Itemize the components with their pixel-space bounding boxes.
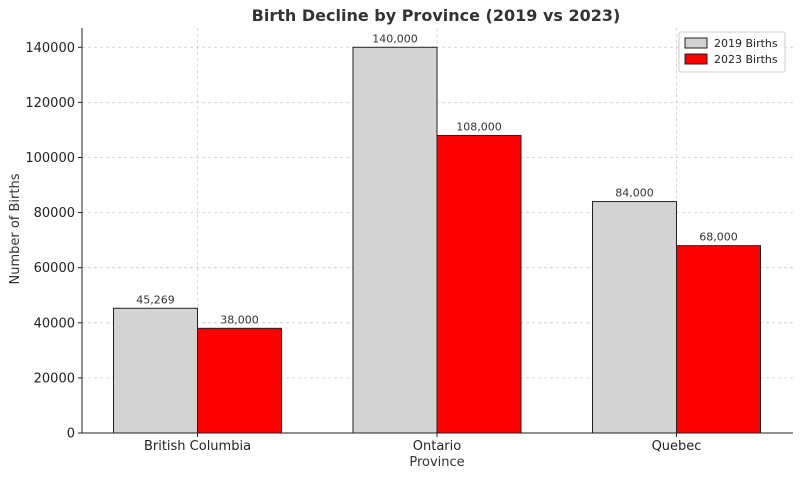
y-tick-label: 80000 bbox=[34, 206, 75, 221]
chart-title: Birth Decline by Province (2019 vs 2023) bbox=[252, 6, 621, 25]
bar-value-label: 108,000 bbox=[456, 120, 502, 133]
bar-2019 bbox=[352, 46, 438, 434]
y-tick-label: 140000 bbox=[25, 41, 75, 56]
legend: 2019 Births 2023 Births bbox=[678, 31, 786, 73]
y-tick-label: 20000 bbox=[34, 371, 75, 386]
legend-label: 2023 Births bbox=[714, 53, 778, 66]
legend-swatch bbox=[684, 53, 708, 65]
y-tick-label: 120000 bbox=[25, 96, 75, 111]
bar-value-label: 84,000 bbox=[615, 187, 654, 200]
x-axis-label: Province bbox=[409, 455, 464, 470]
bar-value-label: 140,000 bbox=[372, 32, 418, 45]
x-tick-label: Quebec bbox=[652, 439, 702, 454]
legend-swatch bbox=[684, 37, 708, 49]
y-axis-label: Number of Births bbox=[8, 173, 23, 284]
axes bbox=[78, 28, 793, 437]
legend-label: 2019 Births bbox=[714, 37, 778, 50]
y-tick-label: 100000 bbox=[25, 151, 75, 166]
data-labels: 45,269 140,000 84,000 38,000 108,000 68,000 bbox=[136, 32, 738, 326]
y-tick-label: 0 bbox=[67, 427, 75, 442]
y-tick-label: 40000 bbox=[34, 316, 75, 331]
x-tick-labels: British Columbia Ontario Quebec bbox=[144, 439, 701, 454]
bar-2023 bbox=[436, 134, 522, 434]
bar-value-label: 68,000 bbox=[699, 231, 738, 244]
bar-2023 bbox=[197, 327, 282, 434]
bar-2019 bbox=[113, 307, 198, 434]
bar-2019 bbox=[592, 201, 677, 434]
x-tick-label: British Columbia bbox=[144, 439, 251, 454]
y-tick-labels: 0 20000 40000 60000 80000 100000 120000 140000 bbox=[25, 41, 75, 442]
bars bbox=[113, 46, 761, 434]
bar-2023 bbox=[676, 245, 761, 434]
x-tick-label: Ontario bbox=[413, 439, 461, 454]
bar-value-label: 45,269 bbox=[136, 293, 175, 306]
y-tick-label: 60000 bbox=[34, 261, 75, 276]
bar-value-label: 38,000 bbox=[220, 313, 259, 326]
